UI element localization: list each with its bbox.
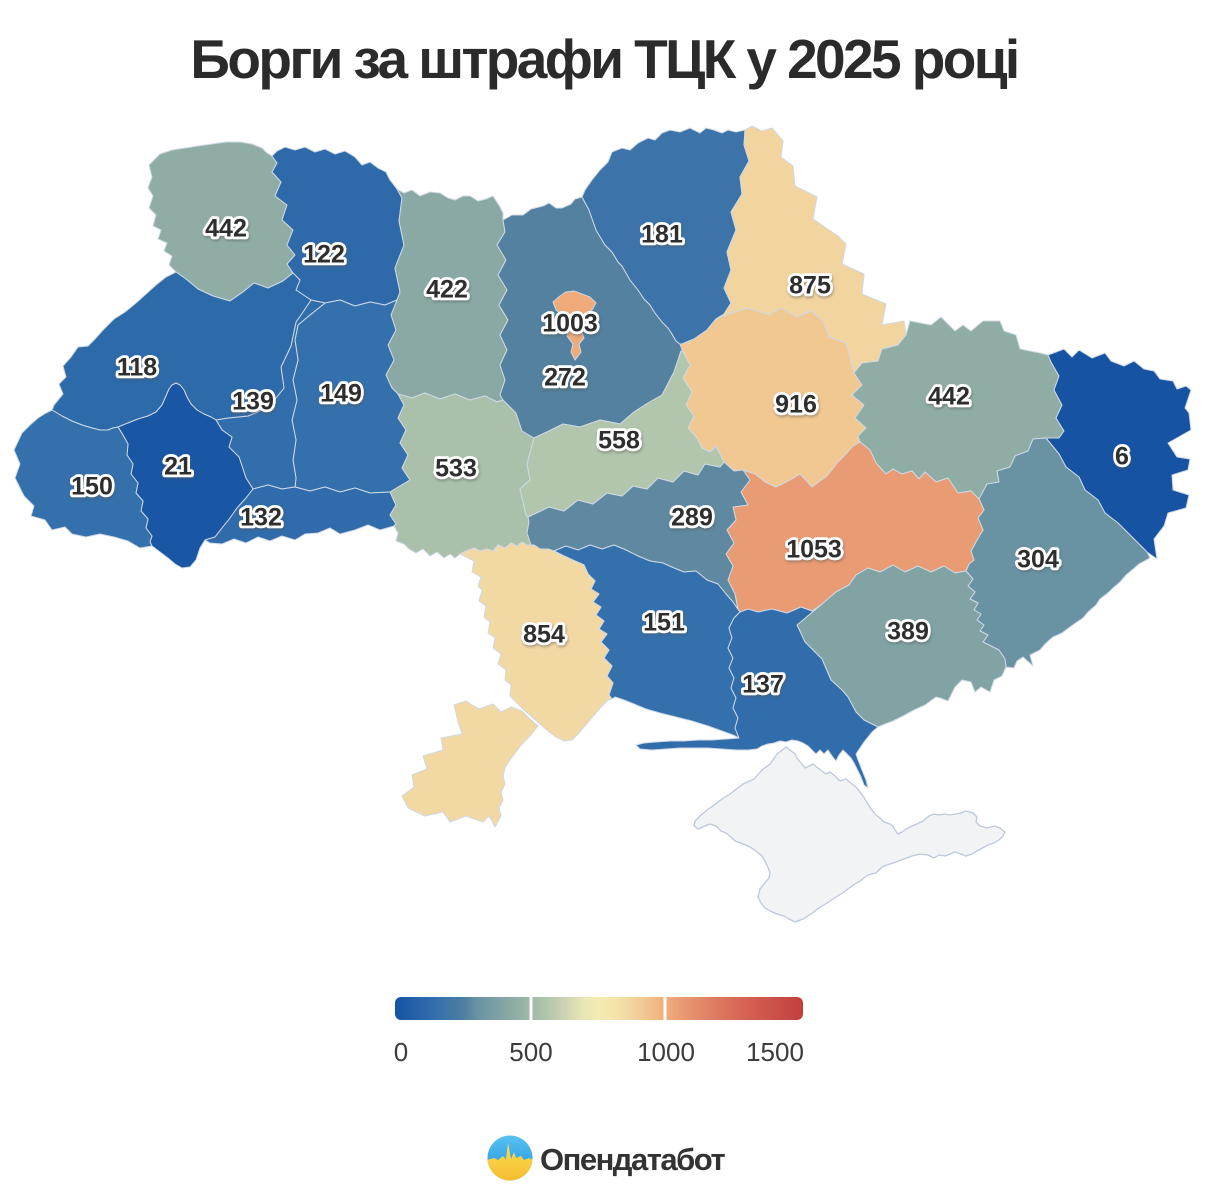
svg-text:6: 6 bbox=[1115, 443, 1129, 471]
svg-text:151: 151 bbox=[643, 609, 685, 637]
svg-text:558: 558 bbox=[598, 427, 640, 455]
svg-text:132: 132 bbox=[240, 504, 282, 532]
svg-text:442: 442 bbox=[205, 215, 247, 243]
svg-text:137: 137 bbox=[742, 671, 784, 699]
svg-text:442: 442 bbox=[928, 383, 970, 411]
svg-text:1000: 1000 bbox=[637, 1037, 695, 1067]
svg-text:1053: 1053 bbox=[786, 536, 842, 564]
svg-text:289: 289 bbox=[671, 504, 713, 532]
svg-text:500: 500 bbox=[509, 1037, 552, 1067]
svg-text:1003: 1003 bbox=[542, 310, 598, 338]
svg-text:1500: 1500 bbox=[746, 1037, 804, 1067]
svg-text:0: 0 bbox=[394, 1037, 408, 1067]
svg-text:854: 854 bbox=[523, 621, 565, 649]
svg-text:149: 149 bbox=[320, 380, 362, 408]
svg-text:Борги за штрафи ТЦК у 2025 роц: Борги за штрафи ТЦК у 2025 році bbox=[190, 28, 1017, 90]
svg-text:150: 150 bbox=[71, 473, 113, 501]
svg-text:533: 533 bbox=[435, 455, 477, 483]
svg-text:389: 389 bbox=[887, 618, 929, 646]
svg-text:122: 122 bbox=[303, 241, 345, 269]
svg-text:916: 916 bbox=[775, 391, 817, 419]
svg-text:21: 21 bbox=[164, 453, 192, 481]
svg-text:118: 118 bbox=[117, 354, 157, 382]
svg-text:Опендатабот: Опендатабот bbox=[540, 1142, 725, 1177]
svg-text:875: 875 bbox=[789, 272, 831, 300]
svg-text:304: 304 bbox=[1017, 546, 1059, 574]
svg-text:181: 181 bbox=[641, 221, 683, 249]
svg-text:139: 139 bbox=[232, 388, 274, 416]
svg-text:272: 272 bbox=[544, 364, 586, 392]
svg-text:422: 422 bbox=[426, 276, 468, 304]
